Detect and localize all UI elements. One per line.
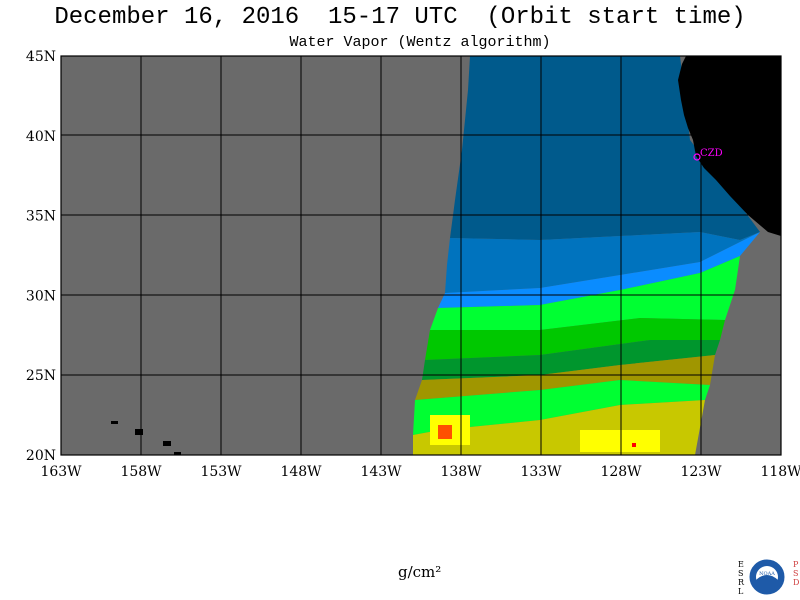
swath-band-light-blue [438, 232, 760, 308]
logo-center-text: NOAA [759, 571, 775, 577]
longitude-label: 138W [440, 464, 482, 480]
longitude-label: 153W [200, 464, 242, 480]
swath-band-mid-green [425, 318, 725, 360]
longitude-label: 143W [360, 464, 402, 480]
island [111, 421, 118, 424]
latitude-label: 25N [26, 368, 56, 384]
swath-layer [61, 56, 781, 455]
latitude-label: 40N [26, 129, 56, 145]
longitude-label: 163W [40, 464, 82, 480]
swath-spot-yellow [580, 430, 660, 452]
swath-band-green-south [413, 380, 710, 435]
chart-title: December 16, 2016 15-17 UTC (Orbit start… [54, 4, 746, 31]
longitude-label: 148W [280, 464, 322, 480]
latitude-label: 35N [26, 209, 56, 225]
swath-band-mid-blue [445, 232, 760, 293]
longitude-label: 128W [600, 464, 642, 480]
longitude-label: 123W [680, 464, 722, 480]
station-label: CZD [700, 148, 723, 159]
swath-band-light-green [430, 256, 740, 330]
latitude-labels: 45N 40N 35N 30N 25N 20N [26, 49, 56, 464]
map-frame [60, 55, 782, 456]
longitude-label: 118W [760, 464, 800, 480]
chart-subtitle: Water Vapor (Wentz algorithm) [289, 34, 551, 51]
longitude-labels: 163W 158W 153W 148W 143W 138W 133W 128W 123W 118W [40, 464, 800, 480]
latitude-label: 30N [26, 288, 56, 304]
swath-spot-orange [438, 425, 452, 439]
longitude-label: 133W [520, 464, 562, 480]
station-marker [693, 153, 701, 161]
island [163, 441, 171, 446]
latitude-label: 45N [26, 49, 56, 65]
colorbar-unit: g/cm² [398, 563, 442, 581]
latitude-label: 20N [26, 448, 56, 464]
island [135, 429, 143, 435]
longitude-label: 158W [120, 464, 162, 480]
land-north-america [678, 56, 781, 236]
swath-spot-red [632, 443, 636, 447]
graticule [61, 56, 781, 455]
swath-band-dark-green [422, 340, 720, 380]
island [174, 452, 181, 455]
swath-band-olive [415, 355, 715, 400]
